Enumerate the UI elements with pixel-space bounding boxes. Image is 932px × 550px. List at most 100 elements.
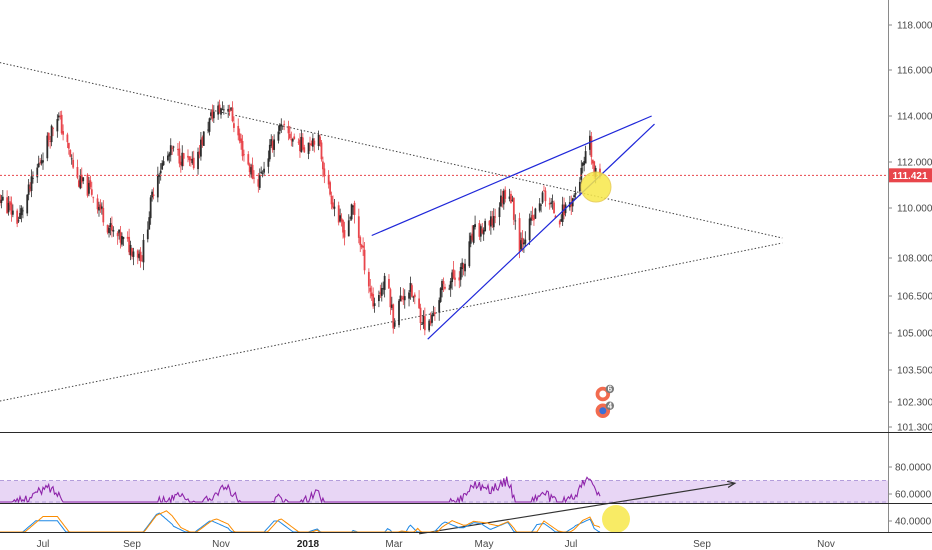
candle-body xyxy=(409,282,412,292)
oscillator-highlight-circle[interactable] xyxy=(602,505,630,533)
candle-body xyxy=(106,224,109,233)
rsi-tick-label: 60.0000 xyxy=(895,490,932,501)
candle-body xyxy=(188,156,191,161)
candle-body xyxy=(359,237,362,246)
candle-body xyxy=(531,215,534,220)
candle-body xyxy=(392,304,395,329)
candle-body xyxy=(257,179,260,187)
candle-body xyxy=(541,192,544,203)
candle-body xyxy=(353,202,356,215)
candle-body xyxy=(228,109,231,113)
candle-body xyxy=(593,161,596,176)
rsi-trendline[interactable] xyxy=(419,480,737,535)
last-price-box xyxy=(889,168,932,183)
candle-body xyxy=(578,181,581,192)
candle-body xyxy=(289,133,291,139)
candle-body xyxy=(290,139,293,141)
candle-body xyxy=(0,194,1,204)
candle-body xyxy=(22,210,24,212)
candle-body xyxy=(141,260,143,262)
triangle-lower-line[interactable] xyxy=(0,242,783,405)
candle-body xyxy=(399,295,402,302)
triangle-trendlines[interactable] xyxy=(0,59,783,405)
candle-body xyxy=(323,168,326,177)
candle-body xyxy=(233,123,235,128)
candle-body xyxy=(300,136,303,153)
candle-body xyxy=(512,197,515,220)
rsi-band xyxy=(0,480,888,503)
candle-body xyxy=(343,230,346,238)
candle-body xyxy=(283,123,286,125)
candle-body xyxy=(129,244,132,256)
candle-body xyxy=(412,296,415,298)
candle-body xyxy=(158,175,161,177)
price-tick-label: 110.000 xyxy=(897,204,932,215)
candle-body xyxy=(220,108,222,115)
candle-body xyxy=(241,141,244,157)
x-tick-2018: 2018 xyxy=(297,539,320,550)
candle-body xyxy=(281,125,284,127)
candle-body xyxy=(530,217,532,221)
candle-body xyxy=(553,202,555,214)
last-price-label: 111.421 xyxy=(889,168,932,183)
candle-body xyxy=(442,281,445,284)
candle-body xyxy=(543,190,545,192)
candle-body xyxy=(189,158,192,161)
triangle-upper-line[interactable] xyxy=(0,59,783,239)
x-tick-mar-2018: Mar xyxy=(385,539,403,550)
rising-wedge-lines[interactable] xyxy=(371,115,655,340)
candle-body xyxy=(9,201,11,205)
oscillator-panel xyxy=(0,510,601,533)
candle-body xyxy=(462,264,465,269)
price-axis[interactable]: 118.000 116.000 114.000 112.000 110.000 108.0… xyxy=(888,21,932,434)
candle-body xyxy=(79,175,82,189)
price-tick-label: 112.000 xyxy=(897,158,932,169)
candle-body xyxy=(418,298,420,309)
candle-body xyxy=(10,202,13,215)
price-tick-label: 108.000 xyxy=(897,254,932,265)
wedge-lower-line[interactable] xyxy=(427,123,655,340)
candle-body xyxy=(299,139,301,152)
candle-body xyxy=(472,225,475,243)
candle-body xyxy=(270,139,273,146)
candle-body xyxy=(227,108,230,112)
candle-body xyxy=(263,168,265,173)
candle-body xyxy=(521,237,524,244)
candle-body xyxy=(179,161,182,166)
candle-body xyxy=(508,196,511,199)
event-marker[interactable]: 6 xyxy=(594,385,615,403)
highlight-circle[interactable] xyxy=(580,171,612,203)
candle-body xyxy=(29,186,31,189)
wedge-upper-line[interactable] xyxy=(371,115,652,237)
x-tick-jul-2018: Jul xyxy=(565,539,578,550)
candle-body xyxy=(438,300,441,313)
rsi-trendline-segment[interactable] xyxy=(419,482,735,535)
candle-body xyxy=(570,203,573,207)
event-flag-icon xyxy=(599,407,607,415)
candle-body xyxy=(271,140,274,150)
event-markers[interactable]: 64 xyxy=(594,385,615,420)
candle-body xyxy=(492,216,495,228)
candle-body xyxy=(590,136,593,157)
candle-body xyxy=(339,215,342,222)
event-marker[interactable]: 4 xyxy=(594,401,615,420)
time-axis[interactable]: Jul Sep Nov 2018 Mar May Jul Sep Nov xyxy=(37,539,835,550)
candle-body xyxy=(136,250,139,258)
candle-body xyxy=(72,159,75,168)
price-tick-label: 116.000 xyxy=(897,66,932,77)
candle-body xyxy=(511,199,514,201)
candle-body xyxy=(238,133,241,142)
rsi-axis[interactable]: 80.0000 60.0000 40.0000 xyxy=(888,433,932,528)
candle-body xyxy=(122,236,125,240)
candle-body xyxy=(47,132,50,141)
candle-body xyxy=(454,277,456,280)
candle-body xyxy=(428,320,431,331)
candle-body xyxy=(66,134,69,143)
candle-body xyxy=(347,220,350,237)
candle-body xyxy=(162,161,165,166)
rsi-line xyxy=(0,476,601,504)
candle-body xyxy=(222,109,225,111)
candle-body xyxy=(169,145,172,156)
candle-body xyxy=(510,193,512,203)
